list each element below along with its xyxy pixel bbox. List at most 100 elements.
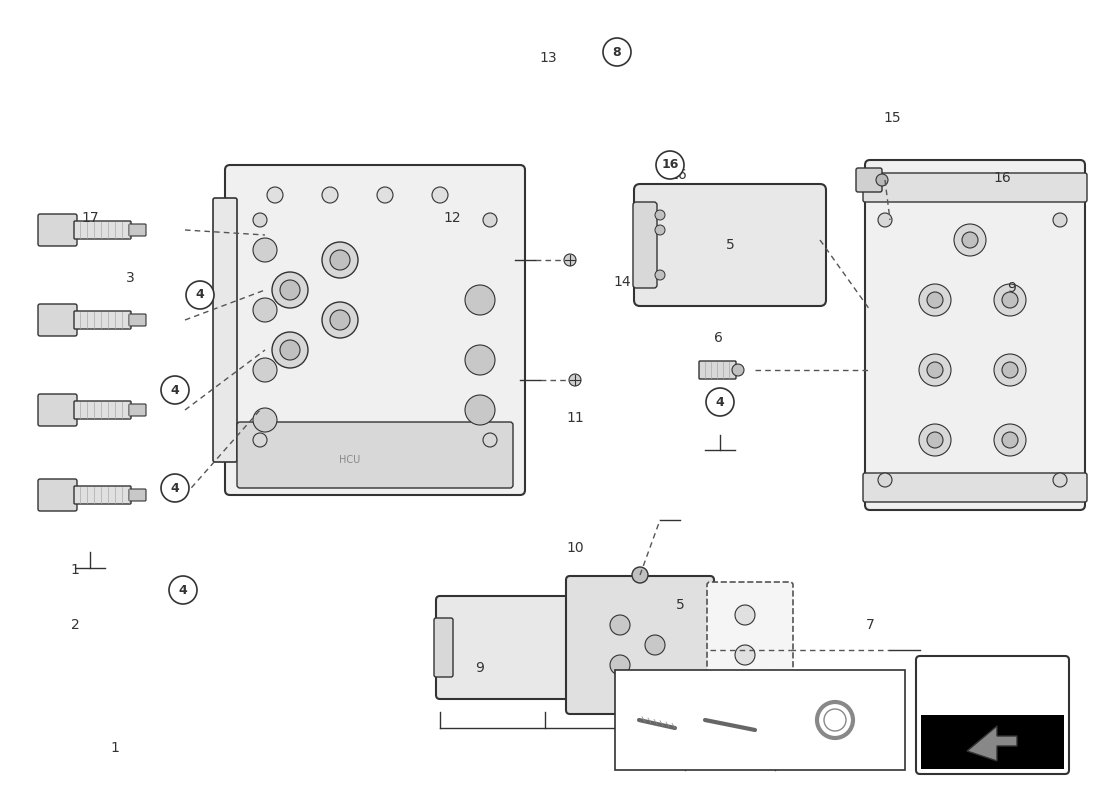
- FancyBboxPatch shape: [39, 214, 77, 246]
- Circle shape: [253, 213, 267, 227]
- Circle shape: [1053, 473, 1067, 487]
- Circle shape: [878, 473, 892, 487]
- Circle shape: [876, 174, 888, 186]
- Circle shape: [610, 655, 630, 675]
- Circle shape: [1002, 432, 1018, 448]
- Circle shape: [432, 187, 448, 203]
- FancyBboxPatch shape: [129, 224, 146, 236]
- Circle shape: [994, 354, 1026, 386]
- Circle shape: [732, 364, 744, 376]
- Circle shape: [954, 224, 986, 256]
- FancyBboxPatch shape: [436, 596, 574, 699]
- Circle shape: [918, 284, 952, 316]
- Circle shape: [735, 605, 755, 625]
- Text: 4: 4: [170, 482, 179, 494]
- FancyBboxPatch shape: [39, 394, 77, 426]
- Bar: [921, 715, 1064, 769]
- FancyBboxPatch shape: [698, 361, 736, 379]
- Circle shape: [483, 213, 497, 227]
- FancyBboxPatch shape: [236, 422, 513, 488]
- Text: 5: 5: [675, 598, 684, 612]
- Circle shape: [377, 187, 393, 203]
- Circle shape: [322, 242, 358, 278]
- Circle shape: [161, 376, 189, 404]
- FancyBboxPatch shape: [865, 160, 1085, 510]
- Text: 1: 1: [70, 563, 79, 577]
- Circle shape: [927, 292, 943, 308]
- Circle shape: [654, 210, 666, 220]
- Text: 13: 13: [539, 51, 557, 65]
- Circle shape: [253, 298, 277, 322]
- FancyBboxPatch shape: [856, 168, 882, 192]
- Text: 4: 4: [170, 383, 179, 397]
- Text: 16: 16: [993, 171, 1011, 185]
- Circle shape: [322, 187, 338, 203]
- Circle shape: [918, 354, 952, 386]
- FancyBboxPatch shape: [129, 314, 146, 326]
- Text: 16: 16: [669, 168, 686, 182]
- Circle shape: [267, 187, 283, 203]
- Text: 4: 4: [178, 583, 187, 597]
- Text: 17: 17: [81, 211, 99, 225]
- Circle shape: [645, 635, 665, 655]
- Circle shape: [280, 280, 300, 300]
- Text: 1: 1: [111, 741, 120, 755]
- Circle shape: [735, 645, 755, 665]
- Text: 325 02: 325 02: [958, 678, 1026, 696]
- FancyBboxPatch shape: [566, 576, 714, 714]
- Circle shape: [656, 151, 684, 179]
- Circle shape: [654, 225, 666, 235]
- Circle shape: [878, 213, 892, 227]
- Text: 8: 8: [613, 46, 621, 58]
- FancyBboxPatch shape: [129, 489, 146, 501]
- Circle shape: [272, 332, 308, 368]
- Circle shape: [918, 424, 952, 456]
- Text: 14: 14: [613, 275, 630, 289]
- Circle shape: [330, 310, 350, 330]
- Text: 15: 15: [883, 111, 901, 125]
- Circle shape: [994, 284, 1026, 316]
- FancyBboxPatch shape: [615, 670, 905, 770]
- Circle shape: [603, 38, 631, 66]
- Circle shape: [962, 232, 978, 248]
- Text: HCU: HCU: [340, 455, 361, 465]
- Text: 11: 11: [566, 411, 584, 425]
- FancyBboxPatch shape: [226, 165, 525, 495]
- Text: 4: 4: [196, 289, 205, 302]
- FancyBboxPatch shape: [74, 486, 131, 504]
- Circle shape: [253, 358, 277, 382]
- Circle shape: [632, 567, 648, 583]
- FancyBboxPatch shape: [707, 582, 793, 718]
- FancyBboxPatch shape: [74, 221, 131, 239]
- Circle shape: [824, 709, 846, 731]
- Circle shape: [706, 388, 734, 416]
- Circle shape: [169, 576, 197, 604]
- Circle shape: [564, 254, 576, 266]
- Text: 4: 4: [716, 395, 725, 409]
- Circle shape: [610, 615, 630, 635]
- Text: 4: 4: [786, 678, 794, 691]
- Text: 5: 5: [726, 238, 735, 252]
- Circle shape: [280, 340, 300, 360]
- Text: 3: 3: [125, 271, 134, 285]
- Circle shape: [483, 433, 497, 447]
- Circle shape: [465, 395, 495, 425]
- Text: 12: 12: [443, 211, 461, 225]
- Circle shape: [1002, 292, 1018, 308]
- Circle shape: [1002, 362, 1018, 378]
- Text: 16: 16: [623, 678, 638, 691]
- FancyBboxPatch shape: [864, 173, 1087, 202]
- FancyBboxPatch shape: [213, 198, 236, 462]
- Text: 7: 7: [866, 618, 874, 632]
- Circle shape: [253, 408, 277, 432]
- Text: 10: 10: [566, 541, 584, 555]
- Polygon shape: [967, 726, 1018, 761]
- FancyBboxPatch shape: [864, 473, 1087, 502]
- Circle shape: [994, 424, 1026, 456]
- Circle shape: [465, 285, 495, 315]
- Text: 6: 6: [714, 331, 723, 345]
- Circle shape: [322, 302, 358, 338]
- Text: 9: 9: [1008, 281, 1016, 295]
- Circle shape: [735, 685, 755, 705]
- FancyBboxPatch shape: [74, 401, 131, 419]
